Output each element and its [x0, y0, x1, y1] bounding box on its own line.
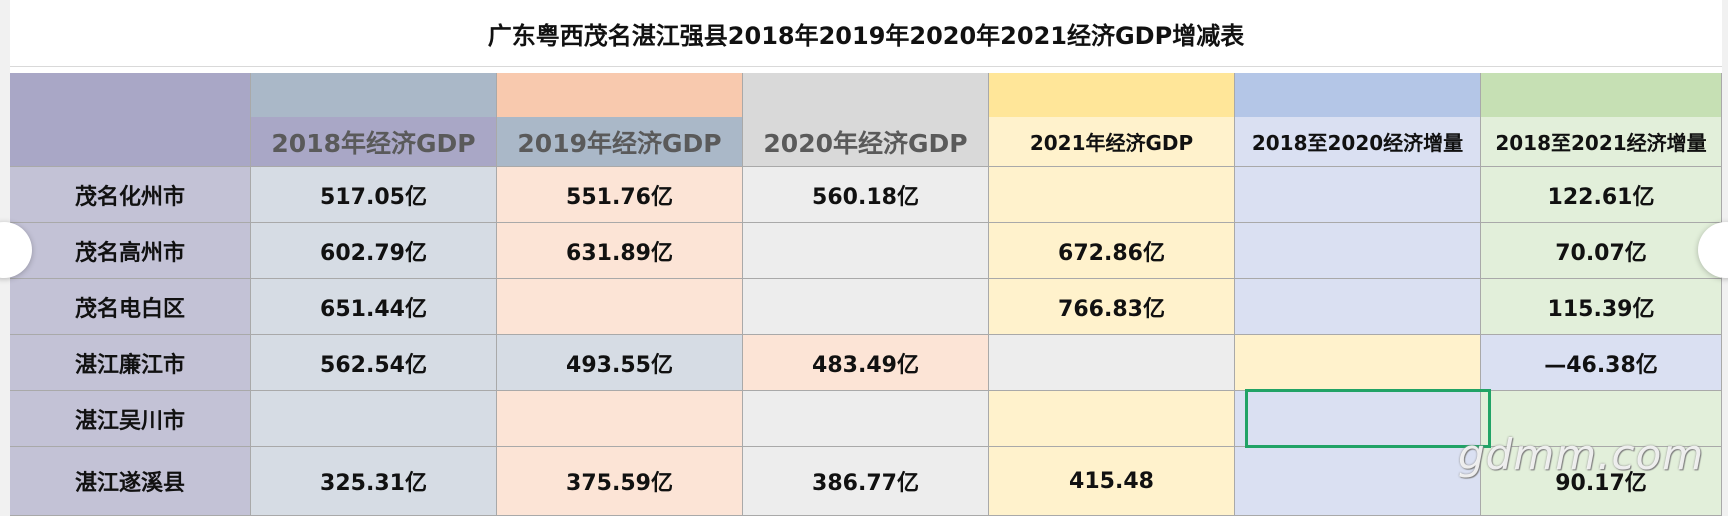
data-cell[interactable] [989, 167, 1235, 223]
data-cell[interactable]: 551.76亿 [497, 167, 743, 223]
header-color-band [497, 73, 742, 117]
row-label-cell[interactable]: 湛江遂溪县 [10, 447, 251, 516]
column-header[interactable]: 2020年经济GDP [743, 73, 989, 167]
data-cell[interactable] [1235, 335, 1481, 391]
data-cell[interactable]: 70.07亿 [1481, 223, 1722, 279]
row-label-cell[interactable]: 茂名化州市 [10, 167, 251, 223]
data-cell[interactable]: 672.86亿 [989, 223, 1235, 279]
data-cell[interactable]: 517.05亿 [251, 167, 497, 223]
row-label-cell[interactable]: 茂名高州市 [10, 223, 251, 279]
data-cell[interactable]: 483.49亿 [743, 335, 989, 391]
data-cell[interactable]: 766.83亿 [989, 279, 1235, 335]
column-header-label: 2018至2020经济增量 [1251, 131, 1464, 155]
data-cell[interactable] [1235, 391, 1481, 447]
data-cell[interactable]: —46.38亿 [1481, 335, 1722, 391]
data-cell[interactable]: 560.18亿 [743, 167, 989, 223]
data-cell[interactable]: 602.79亿 [251, 223, 497, 279]
data-cell[interactable]: 562.54亿 [251, 335, 497, 391]
data-cell[interactable] [743, 223, 989, 279]
column-header-label: 2018至2021经济增量 [1495, 131, 1707, 155]
column-header[interactable]: 2018至2021经济增量 [1481, 73, 1722, 167]
row-label-cell[interactable]: 湛江吴川市 [10, 391, 251, 447]
data-cell[interactable]: 375.59亿 [497, 447, 743, 516]
header-color-band [1481, 73, 1721, 117]
column-header-label [10, 117, 250, 166]
column-header[interactable]: 2021年经济GDP [989, 73, 1235, 167]
data-cell[interactable]: 631.89亿 [497, 223, 743, 279]
column-header-label: 2019年经济GDP [517, 128, 722, 158]
data-cell[interactable]: 386.77亿 [743, 447, 989, 516]
data-cell[interactable] [1235, 223, 1481, 279]
row-label-cell[interactable]: 茂名电白区 [10, 279, 251, 335]
column-header-label: 2018年经济GDP [271, 128, 476, 158]
column-header-label: 2020年经济GDP [763, 128, 968, 158]
data-cell[interactable] [1235, 279, 1481, 335]
data-cell[interactable]: 122.61亿 [1481, 167, 1722, 223]
data-cell[interactable] [1235, 447, 1481, 516]
header-color-band [1235, 73, 1480, 117]
data-cell[interactable] [1481, 391, 1722, 447]
watermark: gdmm.com [1458, 430, 1705, 479]
data-cell[interactable]: 90.17亿 [1481, 447, 1722, 516]
data-cell[interactable] [743, 391, 989, 447]
header-color-band [251, 73, 496, 117]
data-cell[interactable] [497, 279, 743, 335]
header-corner-cell[interactable] [10, 73, 251, 167]
sheet: 广东粤西茂名湛江强县2018年2019年2020年2021经济GDP增减表 20… [10, 0, 1722, 516]
data-cell[interactable] [989, 391, 1235, 447]
data-cell[interactable]: 493.55亿 [497, 335, 743, 391]
header-color-band [743, 73, 988, 117]
data-cell[interactable]: 325.31亿 [251, 447, 497, 516]
data-cell[interactable]: 415.48 [989, 447, 1235, 516]
data-cell[interactable] [497, 391, 743, 447]
data-cell[interactable] [989, 335, 1235, 391]
column-header-label: 2021年经济GDP [1029, 131, 1194, 155]
data-cell[interactable] [1235, 167, 1481, 223]
data-cell[interactable] [743, 279, 989, 335]
column-header[interactable]: 2019年经济GDP [497, 73, 743, 167]
column-header[interactable]: 2018至2020经济增量 [1235, 73, 1481, 167]
header-color-band [10, 73, 250, 117]
table-title: 广东粤西茂名湛江强县2018年2019年2020年2021经济GDP增减表 [10, 0, 1722, 67]
selected-cell[interactable] [1245, 389, 1491, 448]
data-cell[interactable]: 115.39亿 [1481, 279, 1722, 335]
data-cell[interactable] [251, 391, 497, 447]
column-header[interactable]: 2018年经济GDP [251, 73, 497, 167]
data-cell[interactable]: 651.44亿 [251, 279, 497, 335]
row-label-cell[interactable]: 湛江廉江市 [10, 335, 251, 391]
header-color-band [989, 73, 1234, 117]
